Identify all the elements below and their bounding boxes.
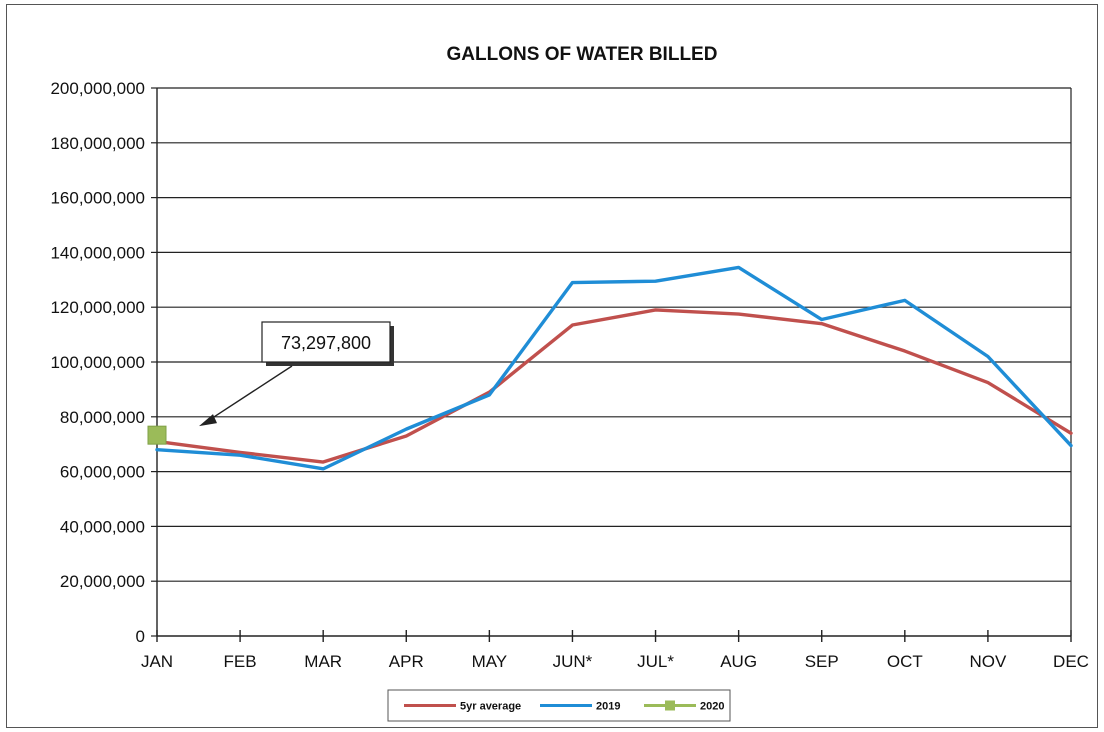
chart-frame bbox=[6, 4, 1098, 728]
callout-arrowhead bbox=[199, 414, 217, 427]
legend-marker bbox=[665, 700, 675, 711]
x-tick-label: SEP bbox=[805, 652, 839, 671]
callout-arrow-line bbox=[208, 365, 293, 421]
x-tick-label: MAR bbox=[304, 652, 342, 671]
legend-label: 2020 bbox=[700, 701, 724, 713]
y-tick-label: 40,000,000 bbox=[60, 517, 145, 536]
y-tick-label: 140,000,000 bbox=[50, 243, 145, 262]
chart-title: GALLONS OF WATER BILLED bbox=[447, 44, 718, 65]
series-lines bbox=[147, 265, 1073, 471]
x-tick-label: DEC bbox=[1053, 652, 1089, 671]
y-tick-label: 100,000,000 bbox=[50, 353, 145, 372]
x-tick-label: MAY bbox=[472, 652, 508, 671]
legend-label: 5yr average bbox=[460, 701, 521, 713]
x-tick-label: FEB bbox=[224, 652, 257, 671]
series-line-2019 bbox=[155, 265, 1073, 471]
y-tick-label: 120,000,000 bbox=[50, 298, 145, 317]
y-tick-label: 180,000,000 bbox=[50, 134, 145, 153]
y-tick-label: 200,000,000 bbox=[50, 79, 145, 98]
y-tick-label: 160,000,000 bbox=[50, 189, 145, 208]
y-tick-label: 20,000,000 bbox=[60, 572, 145, 591]
series-line-5yr-average bbox=[155, 308, 1073, 464]
callout-label: 73,297,800 bbox=[281, 333, 371, 353]
legend: 5yr average 2019 2020 bbox=[387, 689, 731, 722]
axes: 0 20,000,000 40,000,000 60,000,000 80,000,00… bbox=[50, 79, 1089, 671]
x-tick-label: JAN bbox=[141, 652, 173, 671]
y-tick-label: 80,000,000 bbox=[60, 408, 145, 427]
x-tick-label: JUN* bbox=[553, 652, 593, 671]
x-tick-label: NOV bbox=[969, 652, 1007, 671]
annotation-callout: 73,297,800 bbox=[199, 321, 394, 427]
y-tick-label: 0 bbox=[136, 627, 145, 646]
series-marker-2020 bbox=[147, 425, 167, 445]
x-tick-label: OCT bbox=[887, 652, 923, 671]
x-tick-label: APR bbox=[389, 652, 424, 671]
y-tick-label: 60,000,000 bbox=[60, 463, 145, 482]
x-tick-label: JUL* bbox=[637, 652, 674, 671]
x-tick-label: AUG bbox=[720, 652, 757, 671]
callout-box bbox=[261, 321, 391, 363]
legend-label: 2019 bbox=[596, 701, 620, 713]
